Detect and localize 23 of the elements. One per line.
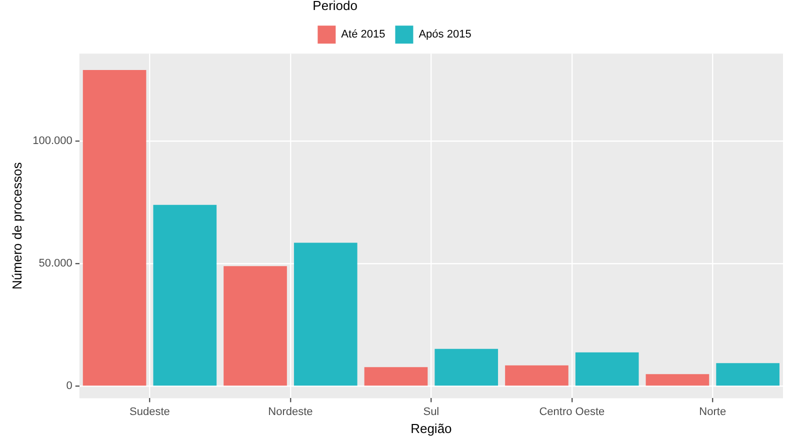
bar: [153, 204, 217, 386]
x-axis-title: Região: [410, 420, 452, 436]
legend-label: Após 2015: [418, 28, 472, 41]
bar: [224, 266, 287, 386]
y-tick-label: 100.000: [32, 135, 72, 148]
x-tick-label: Nordeste: [268, 406, 313, 418]
bar: [294, 242, 358, 386]
legend-label: Até 2015: [341, 28, 386, 41]
x-tick-label: Sudeste: [130, 406, 170, 418]
y-axis-title: Número de processos: [9, 162, 24, 290]
x-tick-label: Norte: [699, 406, 726, 418]
bar: [364, 367, 428, 386]
legend-title: Periodo: [312, 0, 358, 14]
x-tick-label: Sul: [423, 406, 440, 418]
y-tick-label: 50.000: [38, 258, 72, 270]
bar: [434, 348, 498, 386]
bar: [82, 70, 146, 386]
bar: [575, 352, 639, 386]
bar: [646, 374, 710, 386]
y-tick-label: 0: [66, 380, 72, 392]
bar: [716, 363, 780, 386]
x-tick-label: Centro Oeste: [539, 406, 605, 418]
bar: [505, 365, 568, 386]
